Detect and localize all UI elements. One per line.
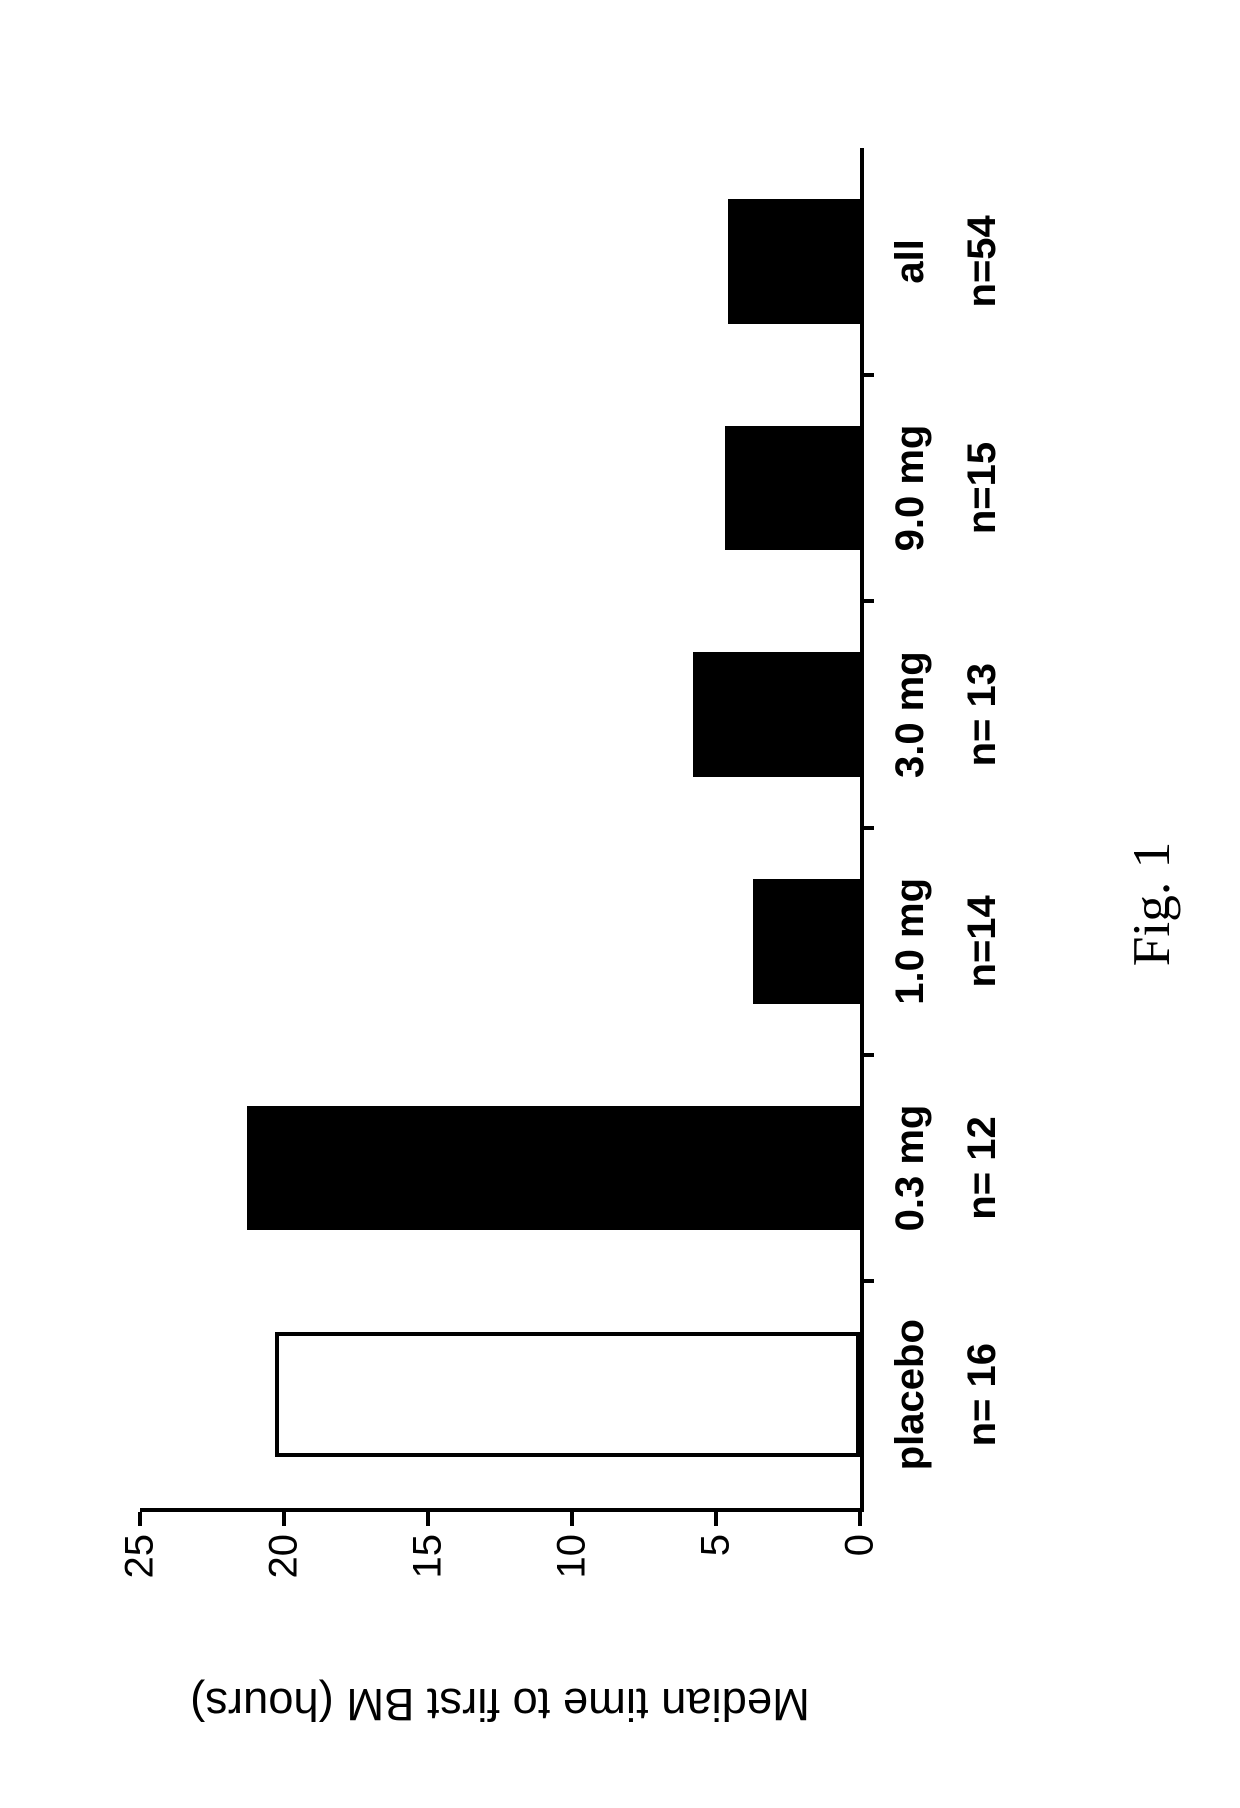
bar (693, 652, 860, 777)
n-label: n= 12 (960, 1116, 1005, 1219)
y-tick-label: 10 (550, 1534, 595, 1579)
y-tick-label: 5 (694, 1534, 739, 1556)
rotated-figure-frame: 0 5 10 15 20 25 Median time to first BM (hours… (0, 0, 1240, 1808)
bar (728, 199, 860, 324)
n-label: n= 16 (960, 1343, 1005, 1446)
n-label: n=14 (960, 895, 1005, 987)
y-tick (570, 1512, 574, 1526)
y-tick (426, 1512, 430, 1526)
x-tick (860, 1279, 874, 1283)
y-tick (714, 1512, 718, 1526)
page-canvas: 0 5 10 15 20 25 Median time to first BM (hours… (0, 0, 1240, 1808)
n-label: n=15 (960, 442, 1005, 534)
category-label: placebo (888, 1319, 933, 1470)
y-tick (138, 1512, 142, 1526)
y-tick-label: 25 (118, 1534, 163, 1579)
n-label: n=54 (960, 215, 1005, 307)
x-tick (860, 373, 874, 377)
bar (275, 1332, 860, 1457)
bar (247, 1106, 860, 1231)
y-axis-line (140, 1508, 860, 1512)
x-tick (860, 826, 874, 830)
x-tick (860, 1053, 874, 1057)
figure-caption: Fig. 1 (1120, 842, 1182, 966)
category-label: 1.0 mg (888, 878, 933, 1005)
category-label: 0.3 mg (888, 1105, 933, 1232)
bar (725, 426, 860, 551)
bar-chart: 0 5 10 15 20 25 Median time to first BM (hours… (0, 0, 1240, 1808)
category-label: 9.0 mg (888, 425, 933, 552)
n-label: n= 13 (960, 663, 1005, 766)
category-label: all (888, 239, 933, 283)
y-tick (858, 1512, 862, 1526)
category-label: 3.0 mg (888, 651, 933, 778)
x-tick (860, 599, 874, 603)
bar (753, 879, 860, 1004)
y-axis-label: Median time to first BM (hours) (190, 1678, 810, 1730)
y-tick (282, 1512, 286, 1526)
y-tick-label: 0 (838, 1534, 883, 1556)
y-tick-label: 20 (262, 1534, 307, 1579)
y-tick-label: 15 (406, 1534, 451, 1579)
x-axis-line (860, 148, 864, 1512)
